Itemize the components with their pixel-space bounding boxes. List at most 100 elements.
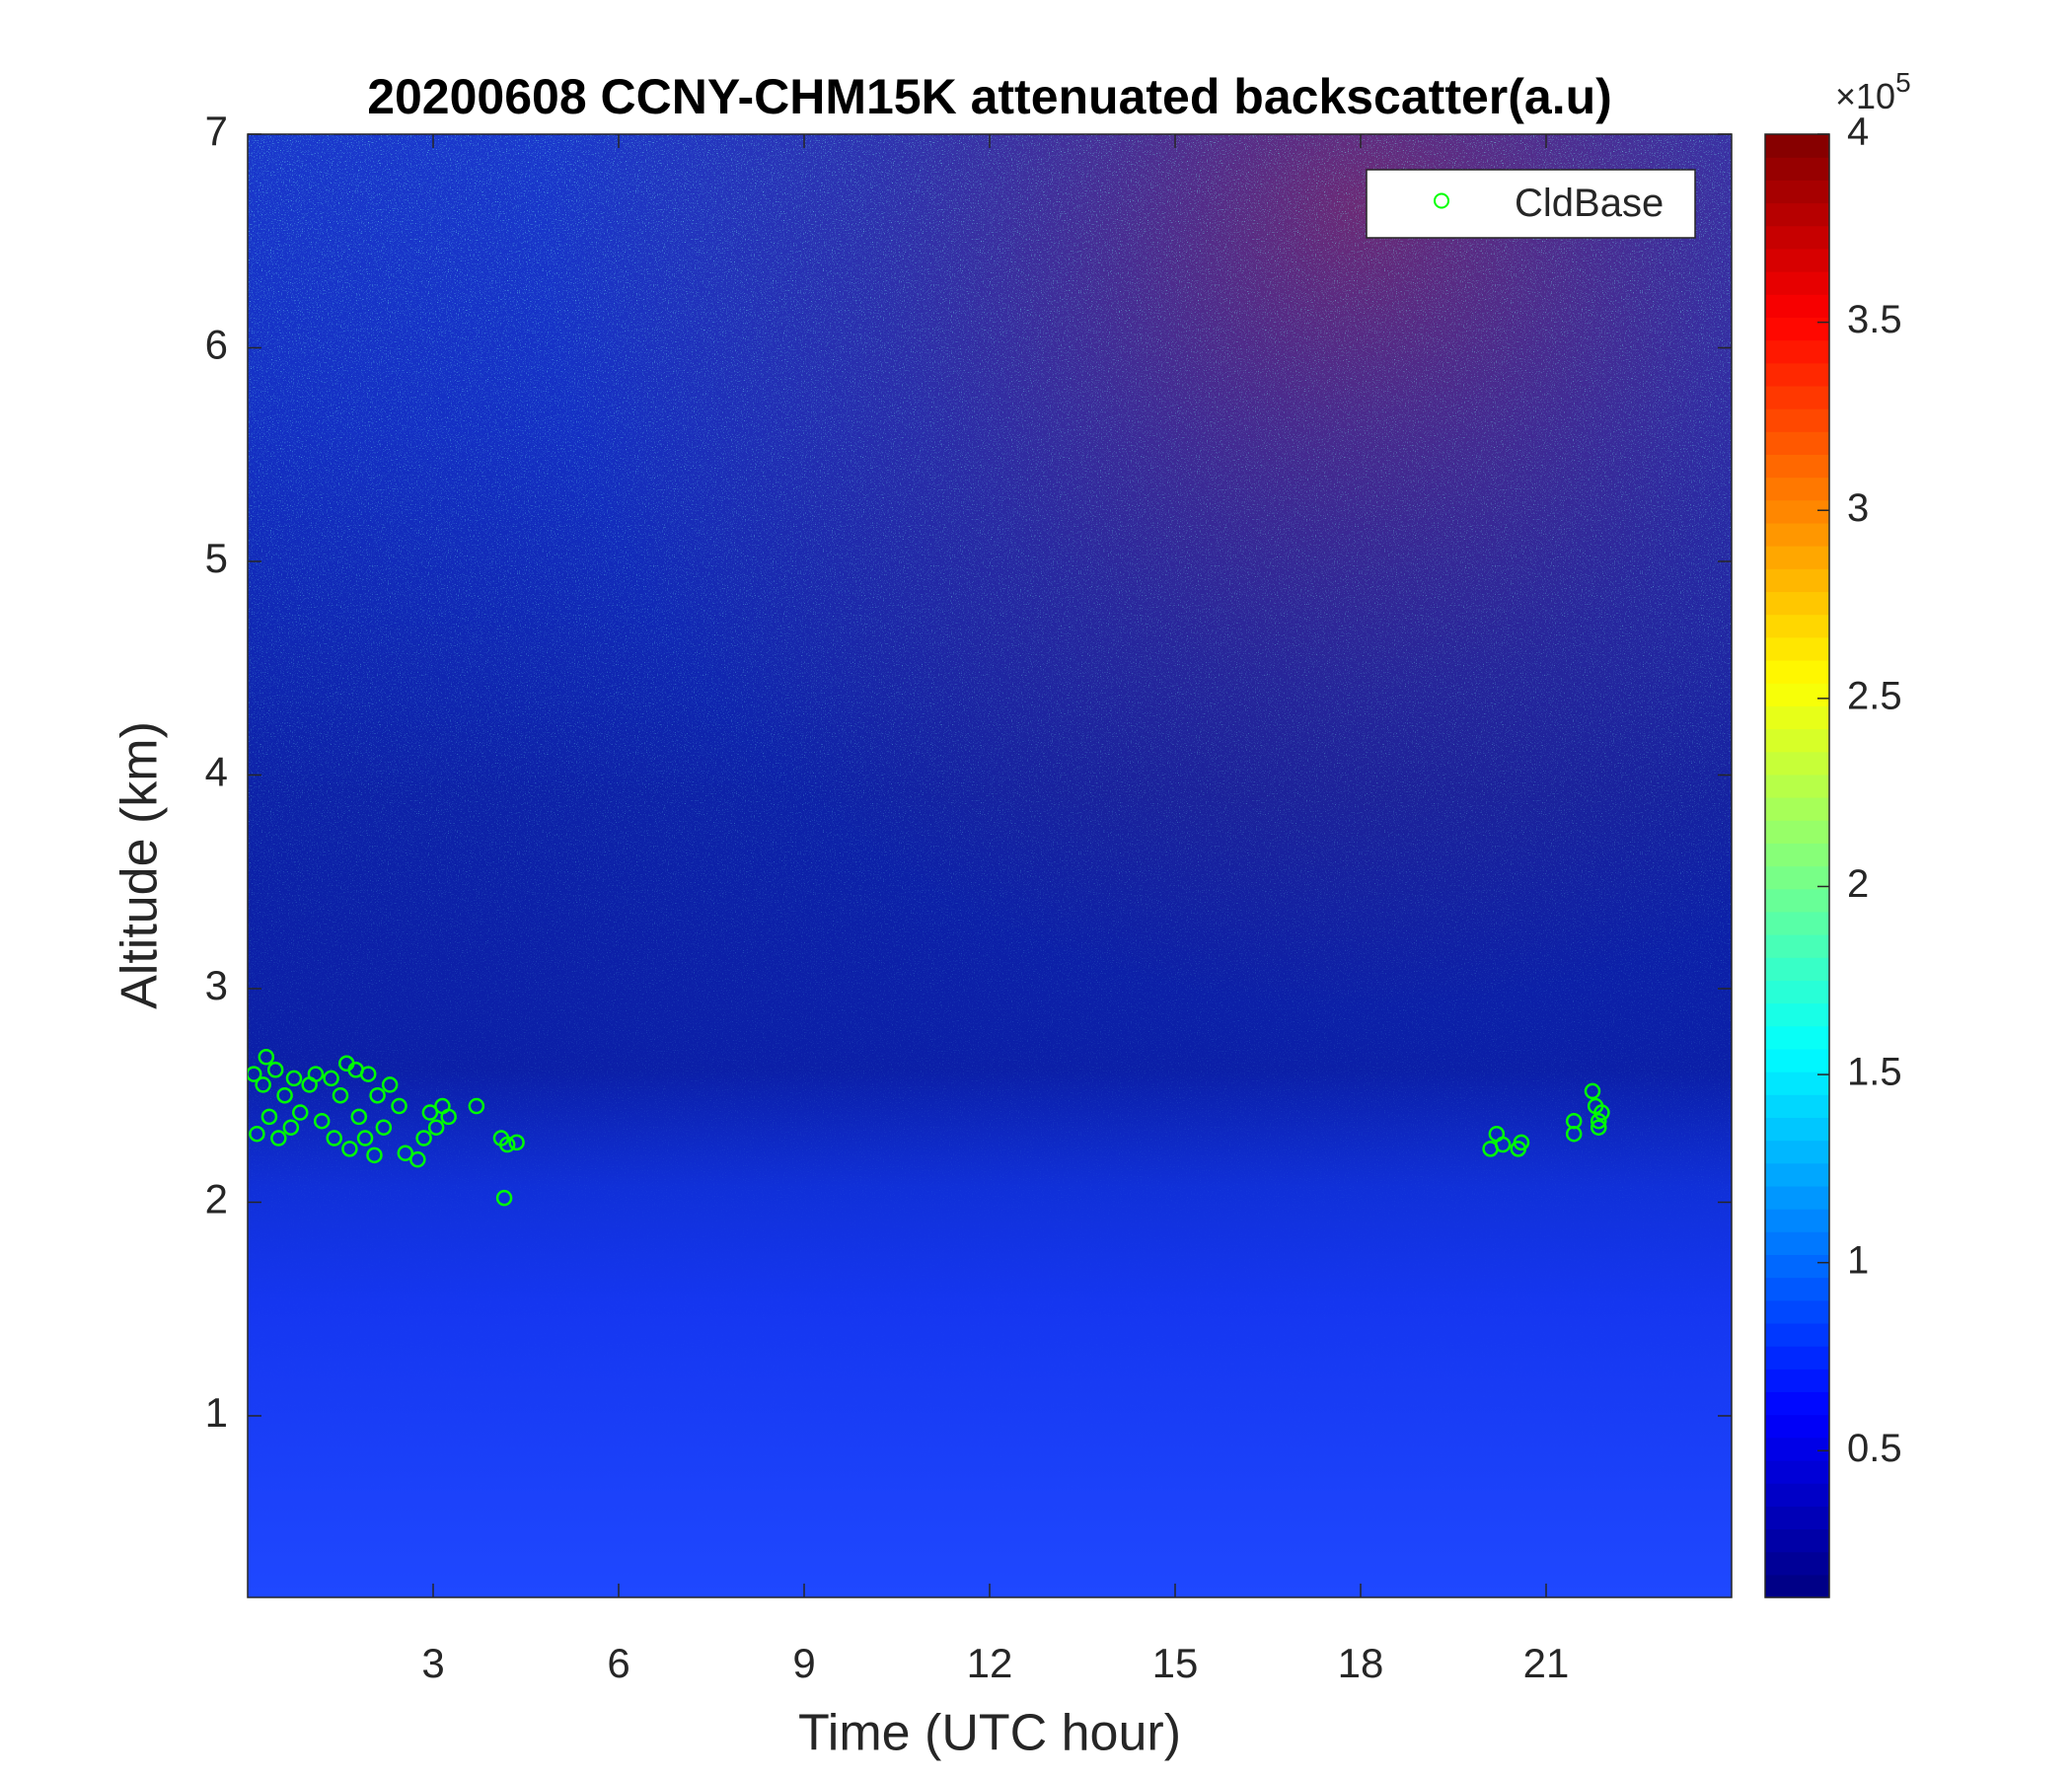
- colorbar-segment: [1765, 1048, 1829, 1073]
- colorbar-segment: [1765, 1551, 1829, 1576]
- colorbar-segment: [1765, 820, 1829, 844]
- x-tick-label: 12: [967, 1640, 1013, 1686]
- cloud-base-point: [468, 1097, 485, 1115]
- colorbar-segment: [1765, 1072, 1829, 1095]
- backscatter-field: [248, 134, 1732, 1597]
- cloud-base-point: [260, 1108, 278, 1126]
- colorbar-segment: [1765, 1483, 1829, 1507]
- cloud-base-point: [498, 1136, 516, 1153]
- colorbar-segment: [1765, 1277, 1829, 1301]
- cloud-base-point: [292, 1104, 309, 1121]
- colorbar-segment: [1765, 499, 1829, 524]
- cloud-base-point: [375, 1119, 393, 1136]
- cloud-base-point: [508, 1134, 525, 1151]
- colorbar-segment: [1765, 728, 1829, 753]
- colorbar-segment: [1765, 477, 1829, 501]
- cloud-base-point: [332, 1086, 349, 1104]
- colorbar-segment: [1765, 1140, 1829, 1164]
- x-axis-label: Time (UTC hour): [798, 1705, 1181, 1762]
- colorbar-segment: [1765, 934, 1829, 958]
- y-tick-label: 2: [205, 1176, 228, 1222]
- colorbar-segment: [1765, 1346, 1829, 1369]
- cloud-base-point: [285, 1070, 303, 1087]
- colorbar-segment: [1765, 705, 1829, 730]
- cloud-base-point: [427, 1119, 445, 1136]
- colorbar-tick-label: 0.5: [1847, 1427, 1902, 1470]
- cloud-base-point: [359, 1066, 377, 1082]
- cloud-base-point: [350, 1108, 368, 1126]
- chart-title: 20200608 CCNY-CHM15K attenuated backscat…: [367, 69, 1612, 124]
- y-tick-label: 6: [205, 322, 228, 368]
- cloud-base-point: [415, 1130, 432, 1147]
- cloud-base-point: [369, 1086, 386, 1104]
- colorbar-segment: [1765, 454, 1829, 479]
- cloud-base-point: [326, 1130, 342, 1147]
- x-tick-label: 3: [421, 1640, 444, 1686]
- x-tick-label: 9: [792, 1640, 815, 1686]
- cloud-base-point: [323, 1070, 339, 1087]
- cloud-base-point: [1565, 1112, 1583, 1130]
- cloud-base-point: [248, 1066, 262, 1082]
- colorbar-segment: [1765, 1209, 1829, 1232]
- cloud-base-point: [249, 1125, 265, 1143]
- colorbar-segment: [1765, 1391, 1829, 1416]
- cloud-base-point: [1591, 1112, 1607, 1130]
- colorbar-segment: [1765, 385, 1829, 409]
- legend: CldBase: [1366, 169, 1696, 239]
- colorbar-segment: [1765, 271, 1829, 295]
- colorbar-tick-label: 4: [1847, 111, 1869, 154]
- cloud-base-point: [366, 1147, 383, 1164]
- colorbar-tick-label: 1.5: [1847, 1051, 1902, 1094]
- colorbar-segment: [1765, 546, 1829, 569]
- field-speckle: [248, 134, 1732, 1597]
- cloud-base-point: [391, 1097, 407, 1115]
- cloud-base-point: [397, 1145, 414, 1161]
- legend-marker: [1434, 192, 1449, 209]
- cloud-base-point: [258, 1049, 275, 1066]
- legend-box: [1366, 169, 1696, 239]
- y-tick-label: 4: [205, 749, 228, 795]
- colorbar-segment: [1765, 1002, 1829, 1027]
- colorbar-segment: [1765, 751, 1829, 776]
- cloud-base-point: [341, 1141, 358, 1157]
- cloud-base-point: [270, 1130, 287, 1147]
- colorbar-tick-label: 3: [1847, 486, 1869, 530]
- y-axis-label: Altitude (km): [111, 721, 169, 1009]
- colorbar-segment: [1765, 1299, 1829, 1324]
- colorbar-segment: [1765, 636, 1829, 661]
- legend-label: CldBase: [1515, 182, 1664, 225]
- colorbar-segment: [1765, 911, 1829, 935]
- cloud-base-point: [1591, 1119, 1607, 1136]
- colorbar-segment: [1765, 431, 1829, 456]
- y-tick-label: 3: [205, 962, 228, 1008]
- x-tick-label: 21: [1523, 1640, 1570, 1686]
- cloud-base-point: [1494, 1136, 1512, 1153]
- cloud-base-point: [421, 1104, 439, 1121]
- colorbar-multiplier-base: ×10: [1835, 76, 1895, 116]
- colorbar-frame: [1764, 133, 1830, 1598]
- colorbar-tick-label: 2: [1847, 862, 1869, 906]
- colorbar-segment: [1765, 1437, 1829, 1461]
- colorbar-segment: [1765, 659, 1829, 684]
- cloud-base-point: [276, 1086, 293, 1104]
- colorbar-segment: [1765, 157, 1829, 181]
- colorbar-segment: [1765, 568, 1829, 593]
- colorbar-segment: [1765, 408, 1829, 432]
- cloud-base-point: [307, 1066, 325, 1082]
- colorbar-segment: [1765, 1117, 1829, 1142]
- colorbar-segment: [1765, 248, 1829, 272]
- cloud-base-point: [495, 1189, 513, 1207]
- colorbar-segment: [1765, 202, 1829, 227]
- colorbar-segment: [1765, 980, 1829, 1004]
- cloud-base-point: [255, 1076, 271, 1093]
- cloud-base-point: [313, 1112, 331, 1130]
- colorbar-segment: [1765, 1528, 1829, 1553]
- colorbar-tick-label: 3.5: [1847, 298, 1902, 341]
- colorbar-segment: [1765, 957, 1829, 981]
- colorbar-segment: [1765, 180, 1829, 204]
- colorbar-segment: [1765, 591, 1829, 616]
- colorbar-segment: [1765, 796, 1829, 821]
- cloud-base-point: [1584, 1082, 1601, 1100]
- colorbar-segment: [1765, 1322, 1829, 1347]
- colorbar-multiplier: ×105: [1835, 67, 1911, 115]
